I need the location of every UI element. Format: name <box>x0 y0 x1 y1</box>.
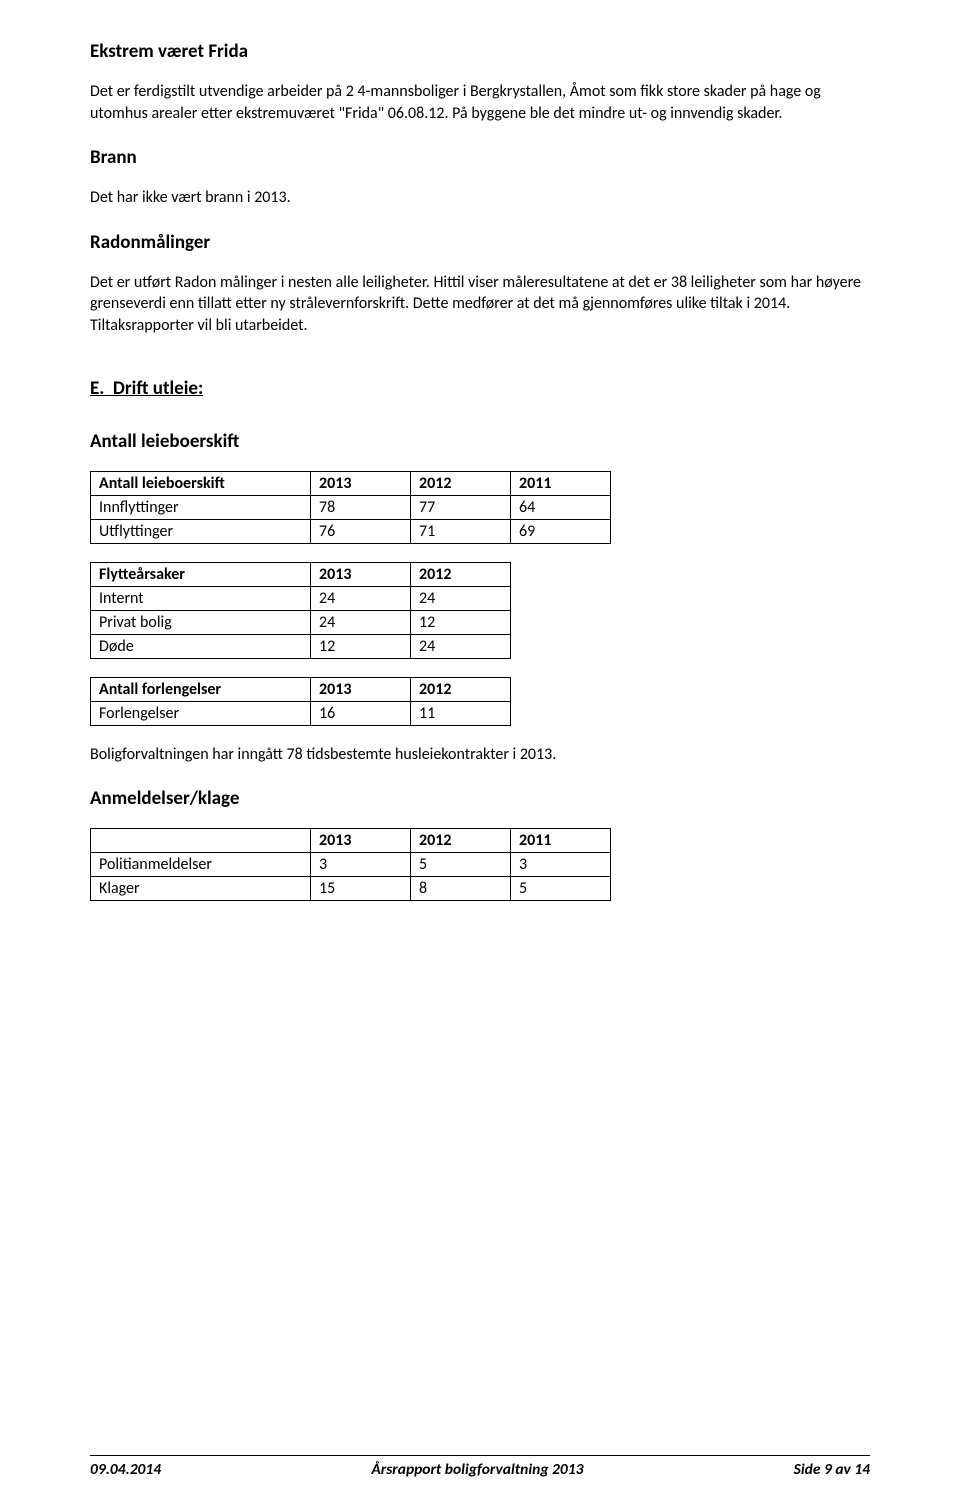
table-header: Antall leieboerskift <box>91 471 311 495</box>
table-cell: Innflyttinger <box>91 495 311 519</box>
paragraph-radon: Det er utført Radon målinger i nesten al… <box>90 272 870 337</box>
table-cell: 3 <box>311 853 411 877</box>
table-cell: 77 <box>411 495 511 519</box>
table-leieboerskift: Antall leieboerskift 2013 2012 2011 Innf… <box>90 471 611 544</box>
table-cell: 11 <box>411 701 511 725</box>
table-cell: Døde <box>91 634 311 658</box>
table-cell: 3 <box>511 853 611 877</box>
table-row: Politianmeldelser 3 5 3 <box>91 853 611 877</box>
table-cell: 24 <box>311 610 411 634</box>
table-header: 2011 <box>511 829 611 853</box>
table-header: 2013 <box>311 471 411 495</box>
heading-anmeldelser: Anmeldelser/klage <box>90 787 870 810</box>
table-cell: Forlengelser <box>91 701 311 725</box>
table-cell: 8 <box>411 877 511 901</box>
table-row: Klager 15 8 5 <box>91 877 611 901</box>
table-cell: 24 <box>411 634 511 658</box>
table-header: 2012 <box>411 562 511 586</box>
heading-frida: Ekstrem været Frida <box>90 40 870 63</box>
table-cell: 16 <box>311 701 411 725</box>
footer-date: 09.04.2014 <box>90 1460 161 1479</box>
table-row: Flytteårsaker 2013 2012 <box>91 562 511 586</box>
table-cell: 12 <box>411 610 511 634</box>
table-cell: 12 <box>311 634 411 658</box>
heading-leieboerskift: Antall leieboerskift <box>90 430 870 453</box>
table-header: Flytteårsaker <box>91 562 311 586</box>
footer-divider <box>90 1455 870 1456</box>
table-row: Innflyttinger 78 77 64 <box>91 495 611 519</box>
table-flyttearsaker: Flytteårsaker 2013 2012 Internt 24 24 Pr… <box>90 562 511 659</box>
document-page: Ekstrem været Frida Det er ferdigstilt u… <box>0 0 960 1509</box>
page-footer: 09.04.2014 Årsrapport boligforvaltning 2… <box>90 1455 870 1479</box>
table-header: 2012 <box>411 677 511 701</box>
table-row: Internt 24 24 <box>91 586 511 610</box>
table-row: Forlengelser 16 11 <box>91 701 511 725</box>
heading-brann: Brann <box>90 146 870 169</box>
table-row: Privat bolig 24 12 <box>91 610 511 634</box>
table-cell: 78 <box>311 495 411 519</box>
table-anmeldelser: 2013 2012 2011 Politianmeldelser 3 5 3 K… <box>90 828 611 901</box>
table-cell: 64 <box>511 495 611 519</box>
table-row: Antall forlengelser 2013 2012 <box>91 677 511 701</box>
table-row: 2013 2012 2011 <box>91 829 611 853</box>
table-cell: 24 <box>411 586 511 610</box>
table-row: Antall leieboerskift 2013 2012 2011 <box>91 471 611 495</box>
table-header: Antall forlengelser <box>91 677 311 701</box>
table-header: 2011 <box>511 471 611 495</box>
table-forlengelser: Antall forlengelser 2013 2012 Forlengels… <box>90 677 511 726</box>
table-cell: 5 <box>411 853 511 877</box>
table-cell: 5 <box>511 877 611 901</box>
table-row: Utflyttinger 76 71 69 <box>91 519 611 543</box>
table-cell: 24 <box>311 586 411 610</box>
table-cell: 69 <box>511 519 611 543</box>
table-header: 2013 <box>311 677 411 701</box>
footer-page: Side 9 av 14 <box>794 1460 870 1479</box>
table-cell: Privat bolig <box>91 610 311 634</box>
footer-row: 09.04.2014 Årsrapport boligforvaltning 2… <box>90 1460 870 1479</box>
heading-drift-utleie: E. Drift utleie: <box>90 377 870 400</box>
table-cell: Internt <box>91 586 311 610</box>
paragraph-brann: Det har ikke vært brann i 2013. <box>90 187 870 209</box>
table-cell: 15 <box>311 877 411 901</box>
heading-radon: Radonmålinger <box>90 231 870 254</box>
table-cell: 76 <box>311 519 411 543</box>
table-row: Døde 12 24 <box>91 634 511 658</box>
table-cell: Politianmeldelser <box>91 853 311 877</box>
paragraph-frida: Det er ferdigstilt utvendige arbeider på… <box>90 81 870 124</box>
footer-title: Årsrapport boligforvaltning 2013 <box>371 1460 583 1479</box>
table-header <box>91 829 311 853</box>
table-cell: Klager <box>91 877 311 901</box>
table-header: 2013 <box>311 562 411 586</box>
table-header: 2013 <box>311 829 411 853</box>
table-header: 2012 <box>411 471 511 495</box>
table-header: 2012 <box>411 829 511 853</box>
table-cell: Utflyttinger <box>91 519 311 543</box>
table-cell: 71 <box>411 519 511 543</box>
paragraph-husleie: Boligforvaltningen har inngått 78 tidsbe… <box>90 744 870 766</box>
